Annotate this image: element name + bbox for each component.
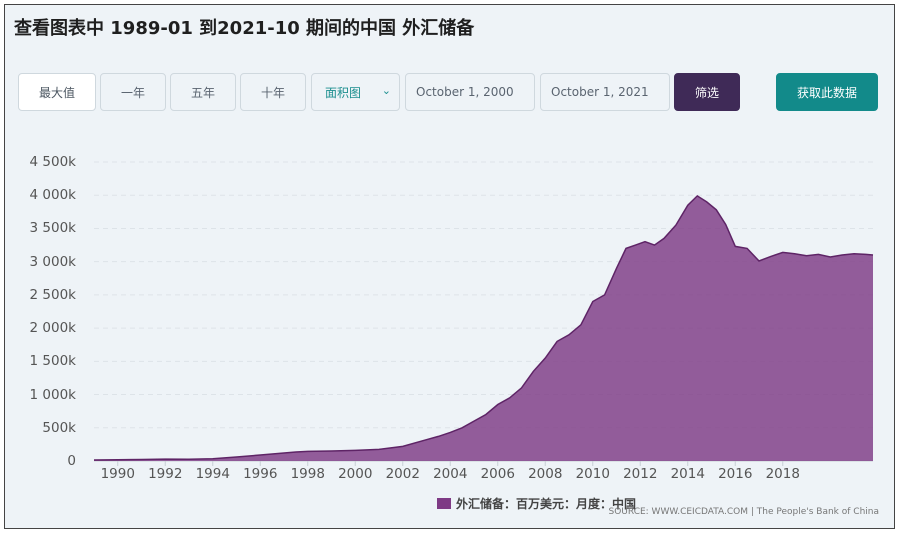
- x-tick-label: 2012: [623, 466, 658, 482]
- y-tick-label: 3 500k: [29, 220, 76, 237]
- x-tick-label: 2010: [575, 466, 610, 482]
- y-tick-label: 4 500k: [29, 154, 76, 170]
- y-tick-label: 4 000k: [29, 187, 76, 204]
- x-tick-label: 1992: [148, 466, 183, 482]
- y-tick-label: 2 000k: [29, 320, 76, 337]
- end-date-input[interactable]: October 1, 2021: [540, 73, 670, 111]
- x-tick-label: 2008: [528, 466, 563, 482]
- y-tick-label: 1 500k: [29, 353, 76, 370]
- chart-type-select[interactable]: 面积图 ⌄: [311, 73, 400, 111]
- x-tick-label: 2006: [480, 466, 515, 482]
- source-note: SOURCE: WWW.CEICDATA.COM | The People's …: [608, 507, 880, 517]
- y-tick-label: 500k: [42, 419, 76, 436]
- range-10y-button[interactable]: 十年: [240, 73, 306, 111]
- series-line: [93, 194, 874, 461]
- x-tick-label: 2014: [670, 466, 705, 482]
- y-tick-label: 0: [67, 453, 76, 469]
- y-tick-label: 3 000k: [29, 253, 76, 270]
- x-tick-label: 1990: [100, 466, 135, 482]
- legend-swatch: [437, 498, 451, 509]
- range-1y-button[interactable]: 一年: [100, 73, 166, 111]
- series-area[interactable]: [94, 195, 873, 461]
- x-tick-label: 1996: [243, 466, 278, 482]
- chevron-down-icon: ⌄: [381, 84, 391, 97]
- legend[interactable]: 外汇储备：百万美元：月度：中国: [437, 495, 636, 512]
- x-tick-label: 2016: [718, 466, 753, 482]
- page-title: 查看图表中 1989-01 到2021-10 期间的中国 外汇储备: [14, 18, 475, 39]
- x-tick-label: 2002: [385, 466, 420, 482]
- x-tick-label: 2004: [433, 466, 468, 482]
- x-tick-label: 1994: [195, 466, 230, 482]
- start-date-input[interactable]: October 1, 2000: [405, 73, 535, 111]
- x-tick-label: 1998: [290, 466, 325, 482]
- filter-button[interactable]: 筛选: [674, 73, 740, 111]
- range-5y-button[interactable]: 五年: [170, 73, 236, 111]
- get-data-button[interactable]: 获取此数据: [776, 73, 878, 111]
- x-tick-label: 2018: [765, 466, 800, 482]
- legend-label: 外汇储备：百万美元：月度：中国: [456, 497, 637, 511]
- chart-type-value: 面积图: [325, 85, 362, 100]
- x-tick-label: 2000: [338, 466, 373, 482]
- range-max-button[interactable]: 最大值: [18, 73, 96, 111]
- y-tick-label: 2 500k: [29, 286, 76, 303]
- y-tick-label: 1 000k: [29, 386, 76, 403]
